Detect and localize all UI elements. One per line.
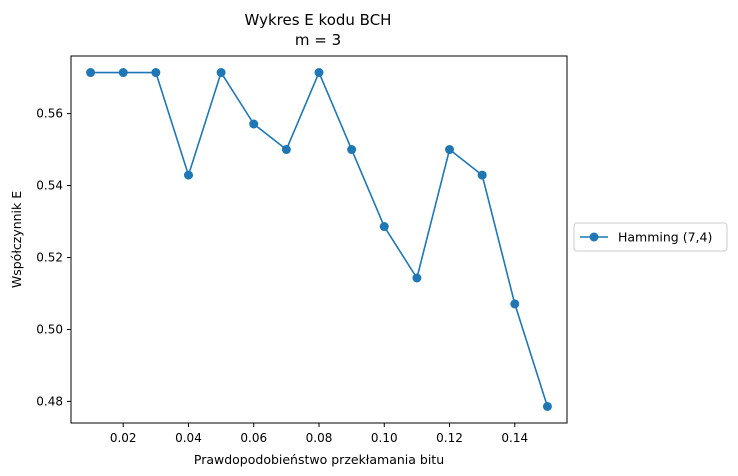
data-point [249,119,259,129]
y-axis-ticks: 0.48 0.50 0.52 0.54 0.56 [36,107,71,408]
legend-box [573,222,728,252]
legend-entry-label: Hamming (7,4) [618,230,712,245]
x-tick-label: 0.04 [175,431,202,445]
x-tick-label: 0.02 [110,431,137,445]
data-point [477,170,487,180]
y-axis-label: Współczynnik E [9,191,24,288]
y-tick-label: 0.48 [36,394,63,408]
y-tick-label: 0.56 [36,107,63,121]
chart-subtitle: m = 3 [295,31,341,49]
data-point [542,401,552,411]
chart-title: Wykres E kodu BCH [245,11,392,29]
data-point [216,68,226,78]
x-axis-ticks: 0.02 0.04 0.06 0.08 0.10 0.12 0.14 [110,423,528,445]
data-point [118,68,128,78]
data-point [445,145,455,155]
x-tick-label: 0.12 [436,431,463,445]
x-axis-label: Prawdopodobieństwo przekłamania bitu [194,452,444,467]
legend-marker-swatch [589,232,599,242]
data-point [379,222,389,232]
legend: Hamming (7,4) [573,222,728,252]
y-tick-label: 0.52 [36,250,63,264]
plot-area [70,55,568,424]
data-point [412,273,422,283]
x-tick-label: 0.06 [240,431,267,445]
data-point [151,68,161,78]
data-point [86,68,96,78]
y-tick-label: 0.50 [36,322,63,336]
series-layer [86,68,552,411]
data-point [347,145,357,155]
series-line [90,71,549,407]
data-point [183,170,193,180]
y-tick-label: 0.54 [36,179,63,193]
x-tick-label: 0.14 [501,431,528,445]
data-point [510,299,520,309]
x-tick-label: 0.08 [306,431,333,445]
data-point [314,68,324,78]
x-tick-label: 0.10 [371,431,398,445]
data-point [281,145,291,155]
